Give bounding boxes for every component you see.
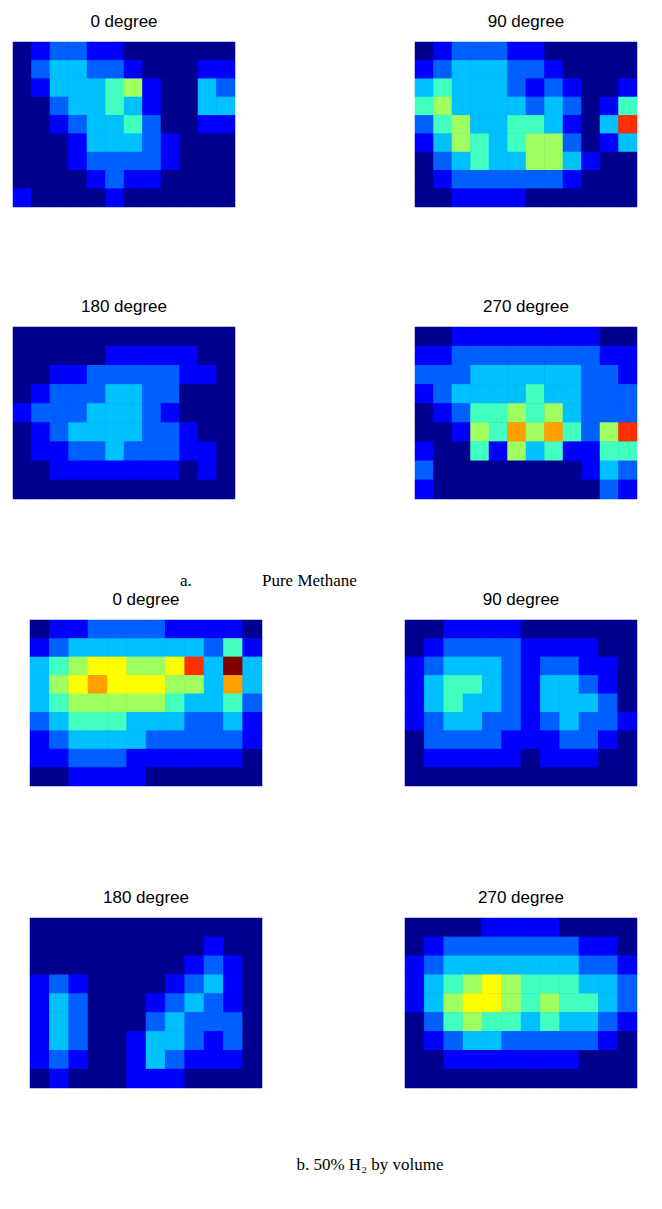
svg-text:90 degree: 90 degree (483, 590, 560, 609)
svg-text:0 degree: 0 degree (90, 12, 157, 31)
svg-text:0 degree: 0 degree (112, 590, 179, 609)
svg-text:a.: a. (180, 571, 192, 590)
svg-text:Pure Methane: Pure Methane (262, 571, 357, 590)
svg-text:b. 50% H₂ by volume: b. 50% H₂ by volume (296, 1155, 443, 1174)
svg-text:90 degree: 90 degree (488, 12, 565, 31)
svg-text:180 degree: 180 degree (81, 297, 167, 316)
svg-text:180 degree: 180 degree (103, 888, 189, 907)
svg-text:270 degree: 270 degree (483, 297, 569, 316)
svg-text:270 degree: 270 degree (478, 888, 564, 907)
